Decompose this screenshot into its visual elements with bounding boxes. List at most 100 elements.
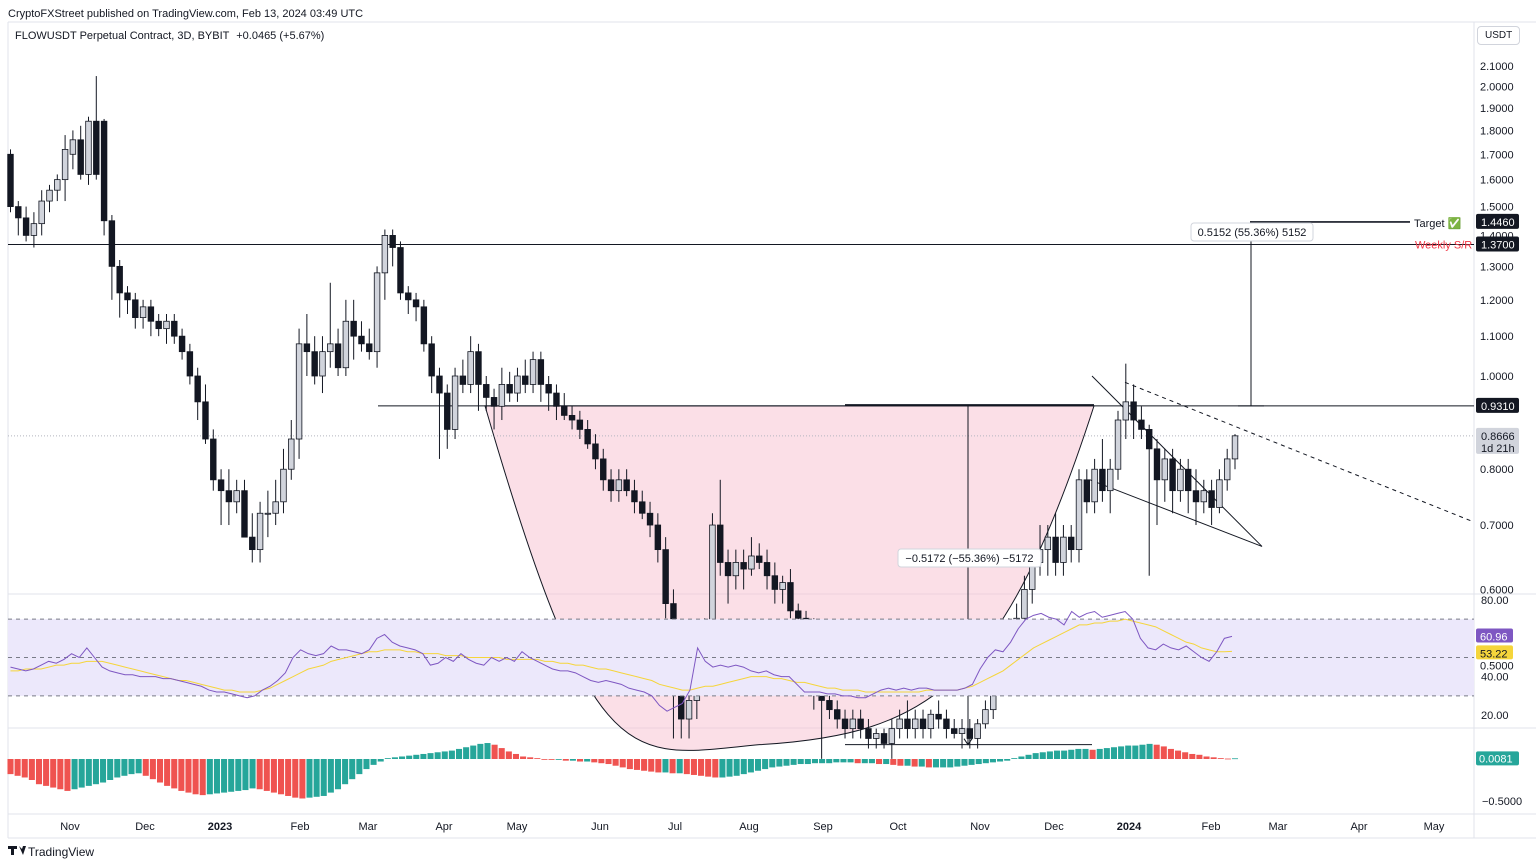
- histogram-bar: [399, 756, 406, 759]
- histogram-bar: [932, 759, 940, 768]
- depth-arrow-icon: [963, 738, 973, 746]
- candle-body: [958, 728, 966, 734]
- time-tick-label: Nov: [60, 821, 80, 833]
- currency-button[interactable]: USDT: [1477, 26, 1521, 45]
- histogram-bar: [391, 757, 398, 759]
- price-tick-label: 2.0000: [1480, 81, 1514, 93]
- histogram-bar: [35, 759, 43, 785]
- histogram-bar: [598, 759, 605, 764]
- price-pane[interactable]: 0.5152 (55.36%) 5152 −0.5172 (−55.36%) −5…: [7, 61, 1519, 866]
- histogram-value-tag: 0.0081: [1479, 753, 1513, 765]
- candle-body: [46, 189, 53, 202]
- histogram-bar: [28, 759, 35, 780]
- price-tick-label: 1.3000: [1480, 261, 1514, 273]
- rsi-pane[interactable]: 20.00 40.00 80.00 60.96 53.22: [8, 595, 1513, 722]
- histogram-bar: [555, 759, 562, 760]
- candle-body: [412, 299, 420, 308]
- candle-body: [490, 397, 498, 407]
- histogram-bar: [1196, 754, 1203, 759]
- price-tick-label: 1.6000: [1480, 175, 1514, 187]
- rsi-value-tag-bg: [1476, 628, 1513, 643]
- candle-body: [381, 235, 389, 274]
- histogram-bar: [427, 753, 434, 759]
- histogram-bar: [833, 759, 840, 763]
- candle-body: [350, 320, 357, 337]
- histogram-bar: [114, 759, 121, 778]
- symbol-title: FLOWUSDT Perpetual Contract, 3D, BYBIT +…: [15, 30, 324, 42]
- rsi-tick-label: 80.00: [1481, 595, 1509, 607]
- histogram-bar: [1160, 746, 1167, 759]
- candle-body: [553, 392, 560, 407]
- candle-body: [303, 343, 311, 353]
- histogram-bar: [370, 759, 377, 765]
- candle-body: [483, 384, 490, 398]
- candle-body: [974, 723, 981, 739]
- histogram-bar: [961, 759, 968, 766]
- histogram-bar: [256, 759, 263, 790]
- wedge-lower-line: [1089, 479, 1263, 547]
- candle-body: [38, 200, 45, 225]
- candle-body: [272, 501, 279, 514]
- candle-body: [217, 479, 225, 492]
- candle-body: [358, 335, 365, 345]
- symbol-change: +0.0465 (+5.67%): [236, 30, 325, 42]
- price-tick-label: 0.7000: [1480, 520, 1514, 532]
- histogram-bar: [149, 759, 156, 780]
- candle-body: [1091, 468, 1098, 503]
- publisher-line: CryptoFXStreet published on TradingView.…: [8, 8, 364, 20]
- histogram-bar: [278, 759, 285, 795]
- time-axis[interactable]: Nov Dec 2023 Feb Mar Apr May Jun Jul Aug Sep Oct Nov…: [60, 821, 1445, 833]
- candle-body: [756, 555, 763, 563]
- candle-body: [834, 709, 841, 720]
- candle-body: [896, 718, 903, 730]
- histogram-bar: [334, 759, 342, 790]
- candle-body: [108, 220, 116, 267]
- candle-body: [100, 120, 108, 222]
- time-tick-label: Sep: [813, 821, 833, 833]
- histogram-bar: [135, 759, 142, 774]
- histogram-bar: [242, 759, 249, 791]
- histogram-bar: [349, 759, 356, 780]
- candle-body: [475, 351, 482, 385]
- candle-body: [568, 415, 576, 421]
- histogram-bar: [306, 759, 313, 798]
- histogram-bar: [904, 759, 911, 766]
- depth-measure-label: −0.5172 (−55.36%) −5172: [905, 553, 1033, 565]
- candle-body: [912, 718, 919, 730]
- candle-body: [927, 713, 935, 730]
- histogram-bar: [164, 759, 171, 786]
- histogram-bar: [477, 743, 484, 759]
- candle-body: [1169, 458, 1176, 492]
- candle-body: [397, 247, 404, 294]
- candle-body: [561, 405, 568, 416]
- histogram-bar: [7, 759, 14, 775]
- histogram-bar: [940, 759, 947, 768]
- candle-body: [420, 306, 428, 345]
- price-tick-label: 1.9000: [1480, 103, 1514, 115]
- histogram-bar: [213, 759, 220, 794]
- depth-measure-label-box: [897, 548, 1042, 568]
- rsi-tick-label: 20.00: [1481, 710, 1509, 722]
- histogram-bar: [235, 759, 242, 791]
- histogram-bar: [249, 759, 256, 789]
- time-tick-label: Apr: [1350, 821, 1367, 833]
- candle-body: [311, 351, 318, 377]
- candle-body: [15, 206, 22, 219]
- histogram-bar: [1231, 758, 1239, 760]
- tradingview-branding: TradingView: [8, 845, 94, 859]
- price-tick-label: 1.5000: [1480, 202, 1514, 214]
- candle-body: [748, 555, 755, 570]
- target-price-tag: 1.4460: [1481, 217, 1515, 229]
- time-tick-label: Apr: [435, 821, 452, 833]
- price-tick-label: 0.5000: [1480, 661, 1514, 673]
- candle-body: [280, 468, 287, 503]
- histogram-pane[interactable]: 0.0081 −0.5000: [7, 743, 1522, 808]
- candle-body: [904, 718, 911, 730]
- histogram-bar: [584, 759, 591, 762]
- cup-pattern-area: [484, 405, 1095, 751]
- histogram-bar: [633, 759, 641, 770]
- candle-body: [428, 343, 435, 377]
- candle-body: [732, 562, 740, 577]
- histogram-bar: [1210, 757, 1217, 759]
